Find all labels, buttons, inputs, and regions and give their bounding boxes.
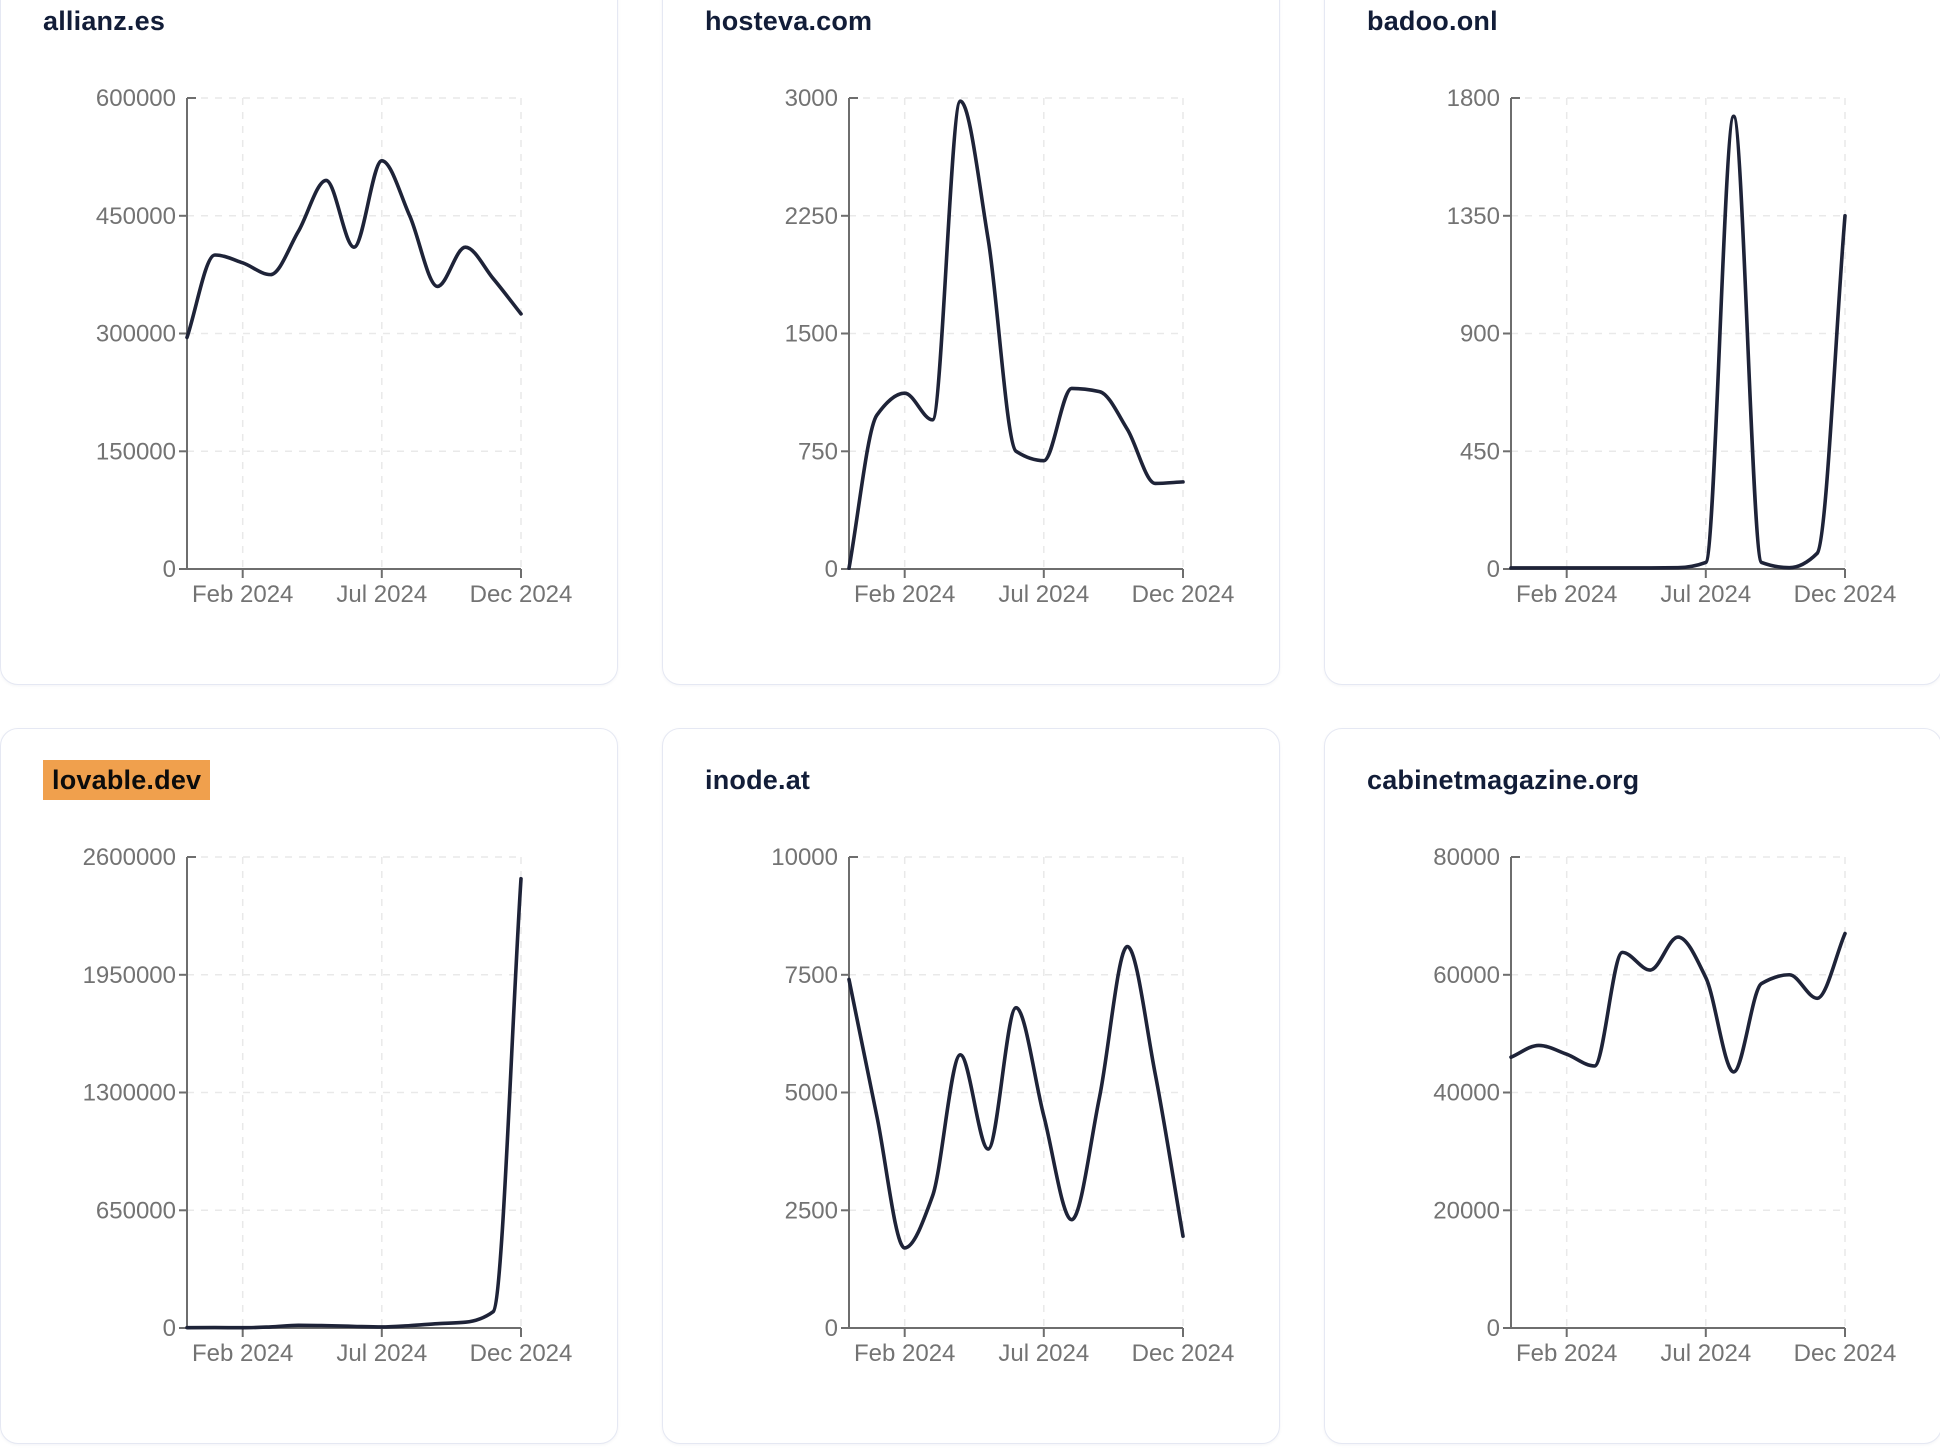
svg-text:1950000: 1950000 (83, 962, 176, 989)
svg-text:10000: 10000 (771, 844, 838, 871)
svg-text:Dec 2024: Dec 2024 (470, 581, 573, 608)
svg-text:1350: 1350 (1447, 203, 1500, 230)
svg-text:3000: 3000 (785, 85, 838, 112)
axes (1503, 97, 1846, 578)
chart-card[interactable]: badoo.onl 0 450 900 1350 1800 Feb 2024 Jul 202… (1324, 0, 1940, 685)
svg-text:Feb 2024: Feb 2024 (854, 581, 955, 608)
axes (179, 97, 522, 578)
trend-line (847, 99, 1185, 571)
svg-text:750: 750 (798, 438, 838, 465)
svg-text:Dec 2024: Dec 2024 (1794, 581, 1897, 608)
domain-label: cabinetmagazine.org (1367, 765, 1640, 795)
gridlines (1511, 856, 1846, 1328)
chart-card[interactable]: hosteva.com 0 750 1500 2250 3000 Feb 2024 Jul … (662, 0, 1280, 685)
chart-title: allianz.es (43, 4, 617, 38)
svg-text:0: 0 (1487, 556, 1500, 583)
svg-text:Jul 2024: Jul 2024 (336, 581, 427, 608)
svg-text:300000: 300000 (96, 321, 176, 348)
svg-text:900: 900 (1460, 321, 1500, 348)
svg-text:150000: 150000 (96, 438, 176, 465)
gridlines (187, 97, 522, 569)
svg-text:450: 450 (1460, 438, 1500, 465)
line-chart: 0 450 900 1350 1800 Feb 2024 Jul 2024 Dec 2024 (1447, 85, 1897, 608)
svg-text:5000: 5000 (785, 1080, 838, 1107)
svg-text:7500: 7500 (785, 962, 838, 989)
tick-labels: 0 650000 1300000 1950000 2600000 Feb 2024 Jul … (83, 844, 573, 1367)
chart-card[interactable]: lovable.dev 0 650000 1300000 1950000 2600000… (0, 728, 618, 1444)
svg-text:2500: 2500 (785, 1197, 838, 1224)
svg-text:60000: 60000 (1433, 962, 1500, 989)
domain-label: badoo.onl (1367, 6, 1498, 36)
svg-text:0: 0 (825, 556, 838, 583)
gridlines (849, 97, 1184, 569)
line-chart: 0 2500 5000 7500 10000 Feb 2024 Jul 2024 Dec 20… (771, 844, 1234, 1367)
svg-text:Jul 2024: Jul 2024 (998, 1340, 1089, 1367)
svg-text:Jul 2024: Jul 2024 (1660, 581, 1751, 608)
trend-line (185, 876, 523, 1330)
trend-line (847, 944, 1185, 1250)
svg-text:Jul 2024: Jul 2024 (336, 1340, 427, 1367)
chart-card[interactable]: inode.at 0 2500 5000 7500 10000 Feb 2024 Jul 2… (662, 728, 1280, 1444)
svg-text:Jul 2024: Jul 2024 (998, 581, 1089, 608)
svg-text:1500: 1500 (785, 321, 838, 348)
chart-title: badoo.onl (1367, 4, 1940, 38)
gridlines (849, 856, 1184, 1328)
svg-text:Feb 2024: Feb 2024 (1516, 581, 1617, 608)
trend-line (1509, 931, 1847, 1074)
svg-text:Feb 2024: Feb 2024 (854, 1340, 955, 1367)
gridlines (187, 856, 522, 1328)
domain-label: hosteva.com (705, 6, 873, 36)
line-chart: 0 650000 1300000 1950000 2600000 Feb 2024 Jul … (83, 844, 573, 1367)
trend-line (1509, 114, 1847, 570)
svg-text:Feb 2024: Feb 2024 (192, 1340, 293, 1367)
tick-labels: 0 150000 300000 450000 600000 Feb 2024 Jul 202… (96, 85, 572, 608)
svg-text:650000: 650000 (96, 1197, 176, 1224)
line-chart: 0 20000 40000 60000 80000 Feb 2024 Jul 2024 Dec… (1433, 844, 1896, 1367)
line-chart: 0 150000 300000 450000 600000 Feb 2024 Jul 202… (96, 85, 572, 608)
axes (1503, 856, 1846, 1337)
chart-title: cabinetmagazine.org (1367, 763, 1940, 797)
domain-label-highlighted: lovable.dev (43, 760, 211, 800)
svg-text:2250: 2250 (785, 203, 838, 230)
axes (841, 97, 1184, 578)
tick-labels: 0 20000 40000 60000 80000 Feb 2024 Jul 2024 Dec… (1433, 844, 1896, 1367)
domain-label: allianz.es (43, 6, 166, 36)
chart-title: inode.at (705, 763, 1279, 797)
svg-text:0: 0 (163, 1315, 176, 1342)
svg-text:0: 0 (1487, 1315, 1500, 1342)
tick-labels: 0 2500 5000 7500 10000 Feb 2024 Jul 2024 Dec 20… (771, 844, 1234, 1367)
svg-text:Jul 2024: Jul 2024 (1660, 1340, 1751, 1367)
svg-text:0: 0 (163, 556, 176, 583)
svg-text:Dec 2024: Dec 2024 (1794, 1340, 1897, 1367)
svg-text:600000: 600000 (96, 85, 176, 112)
chart-card[interactable]: allianz.es 0 150000 300000 450000 600000 Feb … (0, 0, 618, 685)
svg-text:450000: 450000 (96, 203, 176, 230)
axes (179, 856, 522, 1337)
svg-text:80000: 80000 (1433, 844, 1500, 871)
svg-text:40000: 40000 (1433, 1080, 1500, 1107)
svg-text:1300000: 1300000 (83, 1080, 176, 1107)
svg-text:0: 0 (825, 1315, 838, 1342)
chart-card[interactable]: cabinetmagazine.org 0 20000 40000 60000 8000… (1324, 728, 1940, 1444)
gridlines (1511, 97, 1846, 569)
axes (841, 856, 1184, 1337)
svg-text:Dec 2024: Dec 2024 (470, 1340, 573, 1367)
tick-labels: 0 750 1500 2250 3000 Feb 2024 Jul 2024 Dec 2024 (785, 85, 1235, 608)
domain-label: inode.at (705, 765, 811, 795)
svg-text:Dec 2024: Dec 2024 (1132, 1340, 1235, 1367)
trend-line (185, 159, 523, 340)
svg-text:20000: 20000 (1433, 1197, 1500, 1224)
line-chart: 0 750 1500 2250 3000 Feb 2024 Jul 2024 Dec 2024 (785, 85, 1235, 608)
tick-labels: 0 450 900 1350 1800 Feb 2024 Jul 2024 Dec 2024 (1447, 85, 1897, 608)
svg-text:1800: 1800 (1447, 85, 1500, 112)
svg-text:Feb 2024: Feb 2024 (1516, 1340, 1617, 1367)
svg-text:Feb 2024: Feb 2024 (192, 581, 293, 608)
svg-text:2600000: 2600000 (83, 844, 176, 871)
svg-text:Dec 2024: Dec 2024 (1132, 581, 1235, 608)
chart-title: lovable.dev (43, 760, 617, 800)
chart-title: hosteva.com (705, 4, 1279, 38)
